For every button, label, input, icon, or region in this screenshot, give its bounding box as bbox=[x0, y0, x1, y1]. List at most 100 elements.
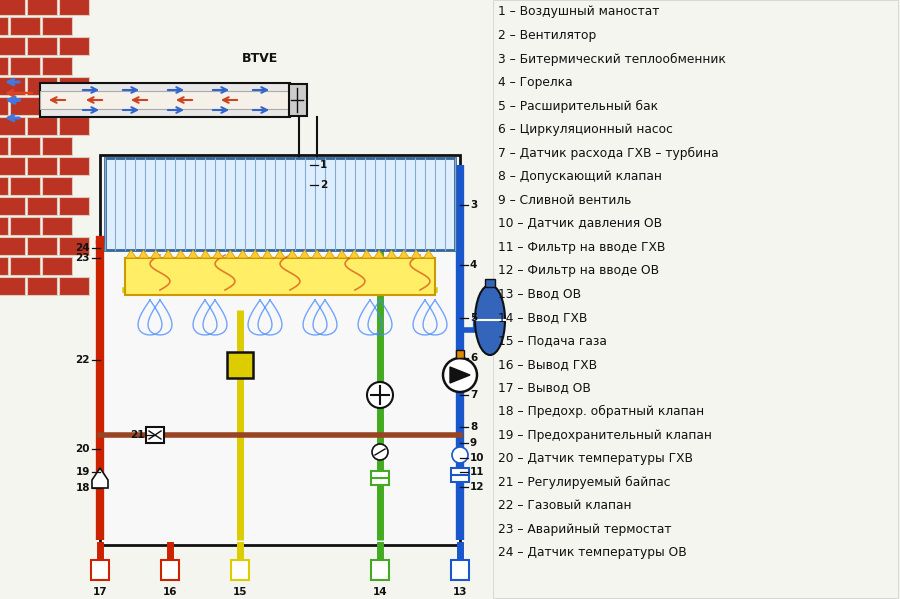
Bar bbox=[100, 155, 460, 545]
Text: 18: 18 bbox=[76, 483, 90, 493]
Polygon shape bbox=[163, 250, 174, 258]
Polygon shape bbox=[312, 250, 322, 258]
Bar bbox=[0, 217, 8, 235]
Bar bbox=[125, 258, 435, 295]
Text: 20 – Датчик температуры ГХВ: 20 – Датчик температуры ГХВ bbox=[498, 452, 693, 465]
Text: 1: 1 bbox=[320, 160, 328, 170]
Text: 6 – Циркуляционный насос: 6 – Циркуляционный насос bbox=[498, 123, 673, 136]
Polygon shape bbox=[411, 250, 421, 258]
Bar bbox=[42, 17, 72, 35]
Text: 16: 16 bbox=[163, 587, 177, 597]
Bar bbox=[231, 560, 249, 580]
Bar bbox=[40, 83, 290, 117]
Bar bbox=[59, 197, 89, 215]
Text: 10: 10 bbox=[470, 453, 484, 463]
Text: 21: 21 bbox=[130, 430, 145, 440]
Bar bbox=[27, 237, 57, 255]
Bar bbox=[10, 57, 40, 75]
Polygon shape bbox=[250, 250, 260, 258]
Text: 8 – Допускающий клапан: 8 – Допускающий клапан bbox=[498, 170, 662, 183]
Polygon shape bbox=[201, 250, 211, 258]
Bar bbox=[91, 560, 109, 580]
Text: 4: 4 bbox=[470, 260, 477, 270]
Text: 14: 14 bbox=[373, 587, 387, 597]
Bar bbox=[0, 77, 25, 95]
Text: 17 – Вывод ОВ: 17 – Вывод ОВ bbox=[498, 382, 591, 395]
Bar bbox=[451, 560, 469, 580]
Bar bbox=[10, 137, 40, 155]
Bar bbox=[42, 97, 72, 115]
Bar bbox=[59, 77, 89, 95]
Bar bbox=[0, 257, 8, 275]
Text: 14 – Ввод ГХВ: 14 – Ввод ГХВ bbox=[498, 311, 588, 324]
Bar bbox=[0, 157, 25, 175]
Bar bbox=[27, 0, 57, 15]
Circle shape bbox=[443, 358, 477, 392]
Bar bbox=[59, 237, 89, 255]
Polygon shape bbox=[324, 250, 335, 258]
Bar bbox=[27, 277, 57, 295]
Text: 2: 2 bbox=[320, 180, 328, 190]
Polygon shape bbox=[151, 250, 161, 258]
Bar bbox=[10, 257, 40, 275]
Bar bbox=[485, 279, 495, 287]
Text: 7 – Датчик расхода ГХВ – турбина: 7 – Датчик расхода ГХВ – турбина bbox=[498, 146, 718, 159]
Text: 12 – Фильтр на вводе ОВ: 12 – Фильтр на вводе ОВ bbox=[498, 264, 659, 277]
Text: 13 – Ввод ОВ: 13 – Ввод ОВ bbox=[498, 288, 581, 301]
Text: 24 – Датчик температуры ОВ: 24 – Датчик температуры ОВ bbox=[498, 546, 687, 559]
Text: 21 – Регулируемый байпас: 21 – Регулируемый байпас bbox=[498, 476, 670, 489]
Text: 5 – Расширительный бак: 5 – Расширительный бак bbox=[498, 99, 658, 113]
Polygon shape bbox=[92, 468, 108, 488]
Bar bbox=[0, 137, 8, 155]
Polygon shape bbox=[349, 250, 360, 258]
Bar bbox=[40, 91, 290, 109]
Circle shape bbox=[372, 444, 388, 460]
Bar bbox=[227, 352, 253, 378]
Text: 22 – Газовый клапан: 22 – Газовый клапан bbox=[498, 499, 632, 512]
Text: 19: 19 bbox=[76, 467, 90, 477]
Bar bbox=[27, 197, 57, 215]
Bar bbox=[27, 37, 57, 55]
Bar bbox=[59, 157, 89, 175]
Bar bbox=[0, 177, 8, 195]
Bar bbox=[0, 0, 25, 15]
Bar bbox=[161, 560, 179, 580]
Polygon shape bbox=[386, 250, 397, 258]
Bar bbox=[0, 277, 25, 295]
Text: 23 – Аварийный термостат: 23 – Аварийный термостат bbox=[498, 522, 671, 536]
Bar bbox=[0, 97, 8, 115]
Bar bbox=[42, 177, 72, 195]
Bar bbox=[493, 0, 898, 598]
Bar bbox=[10, 217, 40, 235]
Text: 4 – Горелка: 4 – Горелка bbox=[498, 76, 572, 89]
Text: 8: 8 bbox=[470, 422, 477, 432]
Polygon shape bbox=[300, 250, 310, 258]
Bar bbox=[10, 17, 40, 35]
Text: 6: 6 bbox=[470, 353, 477, 363]
Bar bbox=[42, 137, 72, 155]
Text: 18 – Предохр. обратный клапан: 18 – Предохр. обратный клапан bbox=[498, 405, 704, 418]
Polygon shape bbox=[374, 250, 384, 258]
Polygon shape bbox=[176, 250, 186, 258]
Bar bbox=[456, 350, 464, 358]
Text: 11 – Фильтр на вводе ГХВ: 11 – Фильтр на вводе ГХВ bbox=[498, 241, 665, 253]
Polygon shape bbox=[126, 250, 137, 258]
Text: 24: 24 bbox=[76, 243, 90, 253]
Polygon shape bbox=[399, 250, 410, 258]
Text: BTVE: BTVE bbox=[242, 52, 278, 65]
Bar bbox=[10, 97, 40, 115]
Text: 16 – Вывод ГХВ: 16 – Вывод ГХВ bbox=[498, 358, 597, 371]
Bar bbox=[10, 177, 40, 195]
Bar bbox=[42, 257, 72, 275]
Bar bbox=[27, 117, 57, 135]
Polygon shape bbox=[263, 250, 273, 258]
Bar bbox=[27, 77, 57, 95]
Polygon shape bbox=[212, 250, 223, 258]
Bar bbox=[0, 117, 25, 135]
Bar bbox=[371, 560, 389, 580]
Text: 22: 22 bbox=[76, 355, 90, 365]
Polygon shape bbox=[287, 250, 298, 258]
Bar bbox=[371, 471, 389, 485]
Text: 13: 13 bbox=[453, 587, 467, 597]
Bar bbox=[0, 57, 8, 75]
